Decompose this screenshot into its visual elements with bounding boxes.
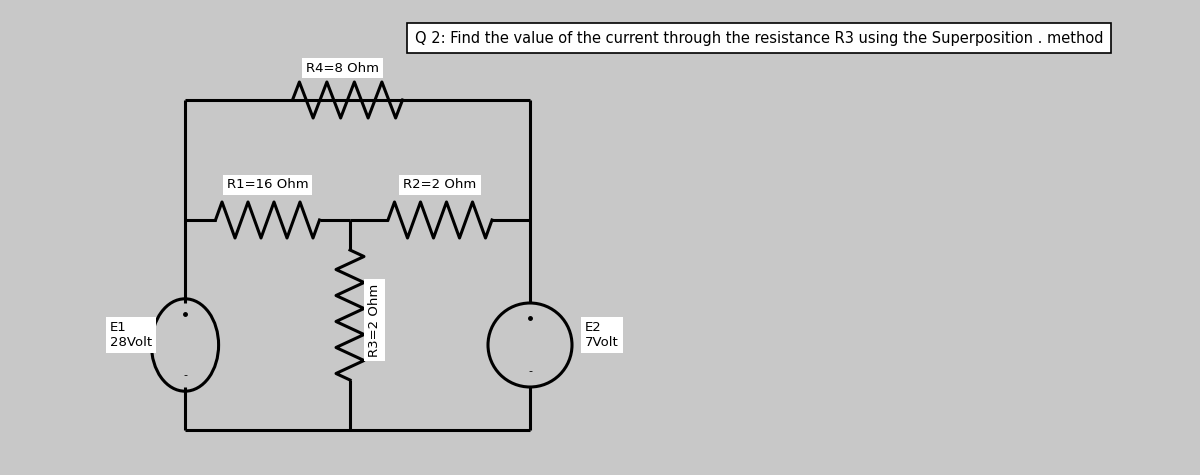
Text: E1
28Volt: E1 28Volt	[110, 321, 152, 349]
Text: Q 2: Find the value of the current through the resistance R3 using the Superposi: Q 2: Find the value of the current throu…	[415, 30, 1103, 46]
Text: -: -	[182, 370, 187, 380]
Text: R3=2 Ohm: R3=2 Ohm	[368, 284, 382, 357]
Text: R4=8 Ohm: R4=8 Ohm	[306, 61, 379, 75]
Text: R1=16 Ohm: R1=16 Ohm	[227, 179, 308, 191]
Text: R2=2 Ohm: R2=2 Ohm	[403, 179, 476, 191]
Text: E2
7Volt: E2 7Volt	[586, 321, 619, 349]
Text: -: -	[528, 366, 532, 376]
